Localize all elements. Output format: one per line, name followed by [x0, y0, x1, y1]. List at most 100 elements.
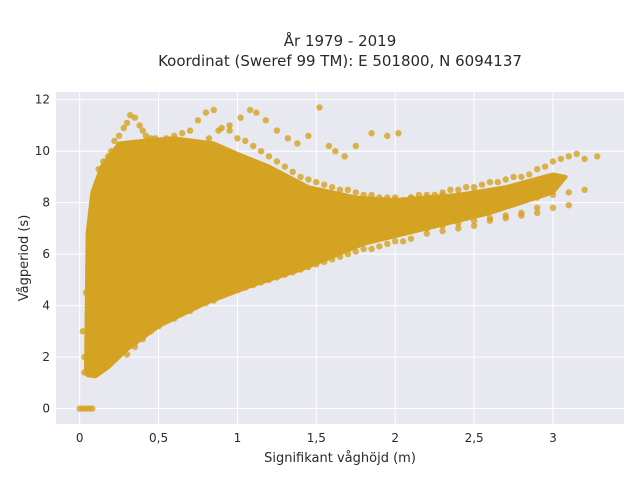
data-point [344, 235, 352, 242]
data-point [486, 189, 494, 196]
data-point [297, 266, 304, 273]
data-point [155, 137, 162, 145]
data-point [257, 148, 265, 155]
data-point [194, 217, 202, 224]
data-point [210, 214, 217, 222]
data-point [423, 225, 430, 232]
data-point [92, 263, 99, 271]
data-point [423, 194, 430, 201]
data-point [316, 104, 323, 111]
data-point [130, 263, 137, 271]
data-point [392, 230, 399, 237]
data-point [92, 194, 99, 201]
data-point [392, 209, 399, 217]
data-point [131, 114, 139, 121]
data-point [518, 184, 525, 191]
data-point [100, 158, 107, 165]
data-point [202, 299, 210, 307]
data-point [212, 220, 219, 227]
data-point [133, 289, 140, 296]
chart-subtitle: Koordinat (Sweref 99 TM): E 501800, N 60… [158, 52, 522, 70]
data-point [455, 186, 462, 193]
data-point [234, 204, 241, 211]
data-point [194, 199, 202, 206]
data-point [95, 166, 102, 173]
data-point [250, 212, 257, 219]
data-point [171, 263, 178, 271]
data-point [407, 235, 415, 242]
data-point [360, 191, 367, 199]
data-point [180, 225, 187, 232]
data-point [218, 292, 225, 299]
data-point [376, 196, 383, 204]
data-point [89, 225, 96, 232]
data-point [455, 225, 462, 232]
data-point [194, 148, 202, 155]
data-point [486, 178, 494, 186]
data-point [518, 173, 525, 181]
data-point [179, 220, 186, 227]
data-point [549, 204, 557, 211]
data-point [101, 328, 109, 335]
data-point [82, 289, 90, 296]
data-point [174, 148, 181, 155]
x-tick-label: 2,5 [465, 431, 484, 445]
data-point [155, 196, 162, 204]
data-point [321, 209, 328, 217]
data-point [265, 276, 273, 284]
data-point [253, 109, 260, 116]
data-point [368, 191, 375, 199]
y-axis-label: Vågperiod (s) [17, 215, 32, 302]
data-point [155, 235, 162, 242]
data-point [100, 302, 107, 309]
data-point [139, 243, 146, 250]
data-point [168, 230, 175, 237]
data-point [114, 312, 121, 320]
data-point [376, 230, 383, 237]
x-tick-label: 0,5 [149, 431, 168, 445]
data-point [131, 250, 139, 258]
data-point [234, 135, 241, 142]
data-point [90, 238, 98, 245]
data-point [142, 166, 150, 173]
data-point [226, 289, 233, 296]
data-point [100, 250, 107, 258]
x-tick-label: 0 [76, 431, 84, 445]
data-point [161, 232, 169, 240]
data-point [250, 204, 257, 211]
data-point [242, 212, 249, 219]
data-point [210, 297, 217, 304]
data-point [79, 328, 87, 335]
data-point [360, 196, 367, 204]
data-point [120, 124, 128, 132]
data-point [186, 127, 194, 134]
data-point [115, 276, 123, 284]
data-point [518, 209, 525, 217]
data-point [226, 122, 233, 129]
data-point [384, 132, 391, 139]
data-point [131, 204, 139, 211]
data-point [136, 250, 143, 258]
data-point [215, 248, 222, 255]
data-point [147, 235, 154, 242]
data-point [423, 230, 430, 237]
data-point [502, 176, 509, 183]
data-point [205, 135, 213, 142]
x-axis-label: Signifikant våghöjd (m) [264, 451, 416, 466]
data-point [502, 212, 509, 219]
data-point [123, 276, 131, 284]
data-point [407, 209, 415, 217]
data-point [120, 173, 128, 181]
data-point [273, 212, 281, 219]
data-point [502, 199, 509, 206]
data-point [250, 243, 257, 250]
data-point [313, 212, 320, 219]
data-point [234, 245, 241, 253]
y-tick-label: 12 [35, 93, 50, 107]
data-point [376, 243, 383, 250]
data-point [179, 310, 186, 317]
data-point [341, 153, 348, 160]
x-tick-label: 1,5 [307, 431, 326, 445]
data-point [376, 209, 383, 217]
